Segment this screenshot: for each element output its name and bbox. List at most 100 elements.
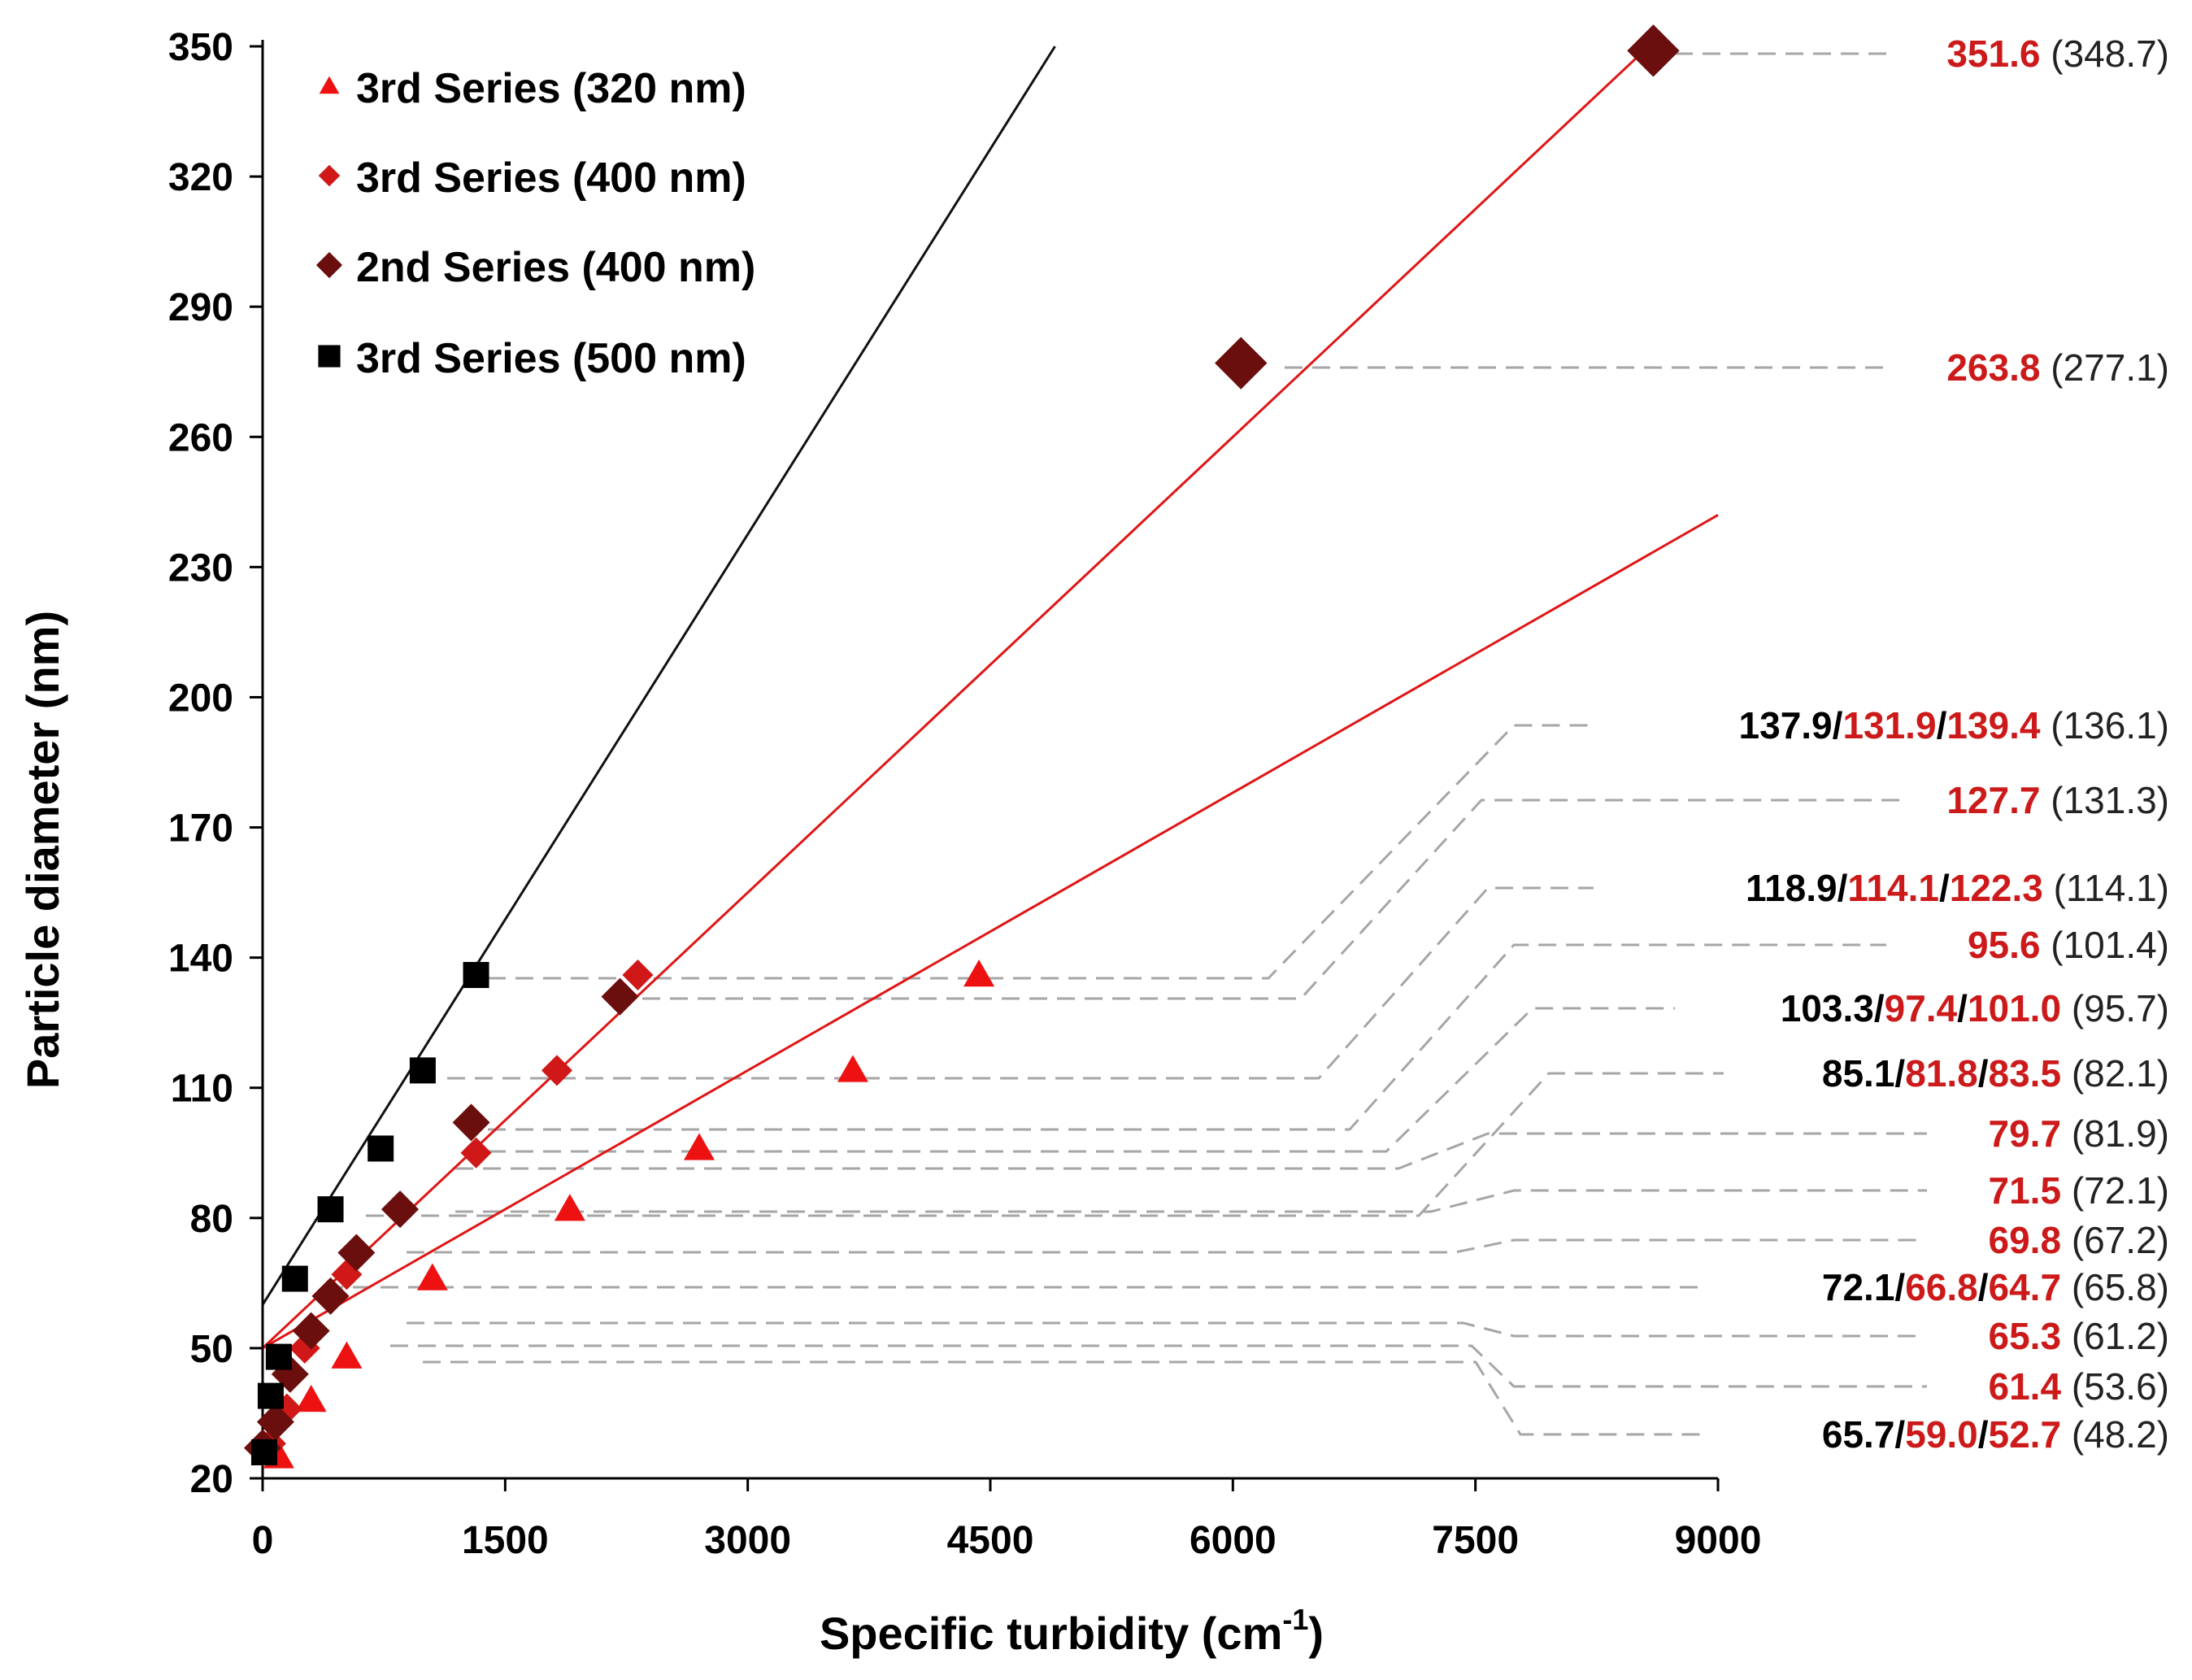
y-tick-label: 110 xyxy=(171,1068,233,1111)
annotation-value: 65.7 xyxy=(1822,1413,1895,1456)
annotation-label: 351.6 (348.7) xyxy=(1946,33,2169,75)
x-axis-label: Specific turbidity (cm-1) xyxy=(820,1603,1324,1659)
annotation-leader xyxy=(447,886,1594,1080)
annotation-paren-value: (136.1) xyxy=(2040,704,2169,746)
x-tick-label: 0 xyxy=(252,1519,274,1562)
annotation-value: 52.7 xyxy=(1989,1413,2062,1456)
annotation-value: / xyxy=(1874,987,1885,1029)
annotation-value: 263.8 xyxy=(1946,346,2040,389)
annotation-value: 71.5 xyxy=(1989,1169,2062,1212)
annotation-value: / xyxy=(1978,1413,1989,1456)
legend-label: 3rd Series (320 nm) xyxy=(356,65,746,112)
annotation-paren-value: (65.8) xyxy=(2061,1266,2169,1308)
y-tick-label: 230 xyxy=(168,546,233,590)
annotation-leader xyxy=(455,1132,1927,1170)
point-series-2 xyxy=(1215,337,1268,390)
point-series-3 xyxy=(409,1057,436,1084)
annotation-value: 66.8 xyxy=(1905,1266,1978,1308)
point-series-0 xyxy=(331,1341,363,1369)
annotation-paren-value: (61.2) xyxy=(2061,1315,2169,1357)
annotation-value: 81.8 xyxy=(1905,1052,1978,1095)
annotation-value: 122.3 xyxy=(1950,867,2043,909)
x-tick-label: 4500 xyxy=(947,1519,1034,1562)
annotation-value: 101.0 xyxy=(1968,987,2061,1029)
legend-label: 3rd Series (400 nm) xyxy=(356,155,746,202)
fit-line-1 xyxy=(261,41,1655,1350)
annotation-paren-value: (277.1) xyxy=(2040,346,2169,389)
annotation-paren-value: (82.1) xyxy=(2061,1052,2169,1095)
annotation-value: / xyxy=(1978,1052,1989,1095)
annotation-leader xyxy=(488,943,1886,1131)
y-tick-label: 350 xyxy=(168,26,233,69)
annotation-leader xyxy=(390,1344,1927,1388)
annotation-value: / xyxy=(1894,1413,1905,1456)
point-series-3 xyxy=(281,1265,308,1292)
point-series-1 xyxy=(541,1055,572,1086)
annotation-value: / xyxy=(1894,1052,1905,1095)
point-series-0 xyxy=(295,1384,327,1412)
annotation-label: 103.3/97.4/101.0 (95.7) xyxy=(1781,987,2169,1029)
point-series-3 xyxy=(463,961,489,988)
annotation-leader xyxy=(455,1189,1927,1213)
annotation-leader xyxy=(407,1238,1919,1254)
legend-marker xyxy=(319,76,340,94)
annotation-value: 64.7 xyxy=(1989,1266,2062,1308)
point-series-0 xyxy=(416,1263,448,1290)
y-tick-label: 170 xyxy=(168,807,233,851)
legend: 3rd Series (320 nm) 3rd Series (400 nm) 2n… xyxy=(315,65,755,382)
annotation-value: 103.3 xyxy=(1781,987,1874,1029)
annotation-value: 131.9 xyxy=(1842,704,1936,746)
annotation-paren-value: (81.9) xyxy=(2061,1112,2169,1155)
annotation-label: 79.7 (81.9) xyxy=(1989,1112,2169,1155)
y-tick-label: 80 xyxy=(190,1198,233,1241)
point-series-2 xyxy=(311,1277,350,1315)
annotation-value: 61.4 xyxy=(1989,1365,2062,1408)
annotation-guides xyxy=(325,52,1927,1436)
point-series-2 xyxy=(256,1403,294,1441)
annotation-value: 127.7 xyxy=(1946,779,2040,821)
annotation-value: 65.3 xyxy=(1989,1315,2062,1357)
point-series-0 xyxy=(554,1194,585,1221)
annotation-value: 97.4 xyxy=(1885,987,1958,1029)
annotation-leader xyxy=(366,1072,1724,1217)
y-tick-label: 200 xyxy=(168,677,233,720)
annotation-value: 83.5 xyxy=(1989,1052,2062,1095)
annotation-value: 137.9 xyxy=(1739,704,1833,746)
annotation-value: / xyxy=(1894,1266,1905,1308)
annotation-value: 85.1 xyxy=(1822,1052,1895,1095)
annotation-label: 85.1/81.8/83.5 (82.1) xyxy=(1822,1052,2169,1095)
legend-marker xyxy=(315,251,343,279)
annotation-paren-value: (53.6) xyxy=(2061,1365,2169,1408)
annotation-label: 69.8 (67.2) xyxy=(1989,1219,2169,1261)
annotation-paren-value: (67.2) xyxy=(2061,1219,2169,1261)
annotation-label: 95.6 (101.4) xyxy=(1968,924,2169,966)
annotation-leader xyxy=(488,724,1594,980)
annotation-label: 263.8 (277.1) xyxy=(1946,346,2169,389)
point-series-0 xyxy=(684,1133,715,1160)
annotation-value: 69.8 xyxy=(1989,1219,2062,1261)
data-marks xyxy=(244,24,1680,1469)
x-tick-label: 1500 xyxy=(462,1519,549,1562)
annotation-value: 95.6 xyxy=(1968,924,2041,966)
annotation-leader xyxy=(642,799,1903,1000)
annotation-value: 118.9 xyxy=(1746,867,1838,909)
point-series-2 xyxy=(1627,24,1680,77)
annotation-label: 137.9/131.9/139.4 (136.1) xyxy=(1739,704,2169,746)
point-series-0 xyxy=(837,1055,868,1082)
annotation-labels: 351.6 (348.7)263.8 (277.1)137.9/131.9/13… xyxy=(1739,33,2169,1456)
annotation-label: 61.4 (53.6) xyxy=(1989,1365,2169,1408)
x-tick-label: 7500 xyxy=(1432,1519,1519,1562)
point-series-2 xyxy=(292,1312,330,1350)
y-tick-label: 320 xyxy=(168,156,233,199)
y-axis-label: Particle diameter (nm) xyxy=(17,611,68,1089)
y-tick-label: 290 xyxy=(168,286,233,329)
annotation-label: 127.7 (131.3) xyxy=(1946,779,2169,821)
annotation-paren-value: (131.3) xyxy=(2040,779,2169,821)
annotation-value: / xyxy=(1937,704,1947,746)
legend-marker xyxy=(318,164,341,187)
annotation-label: 71.5 (72.1) xyxy=(1989,1169,2169,1212)
point-series-1 xyxy=(460,1137,492,1169)
point-series-3 xyxy=(265,1343,292,1370)
y-tick-label: 260 xyxy=(168,416,233,459)
